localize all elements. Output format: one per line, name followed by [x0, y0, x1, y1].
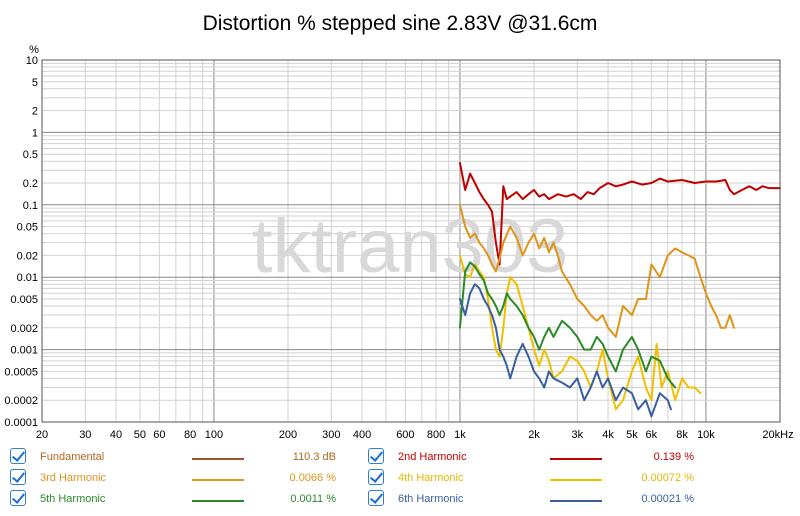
- x-tick-label: 200: [279, 429, 297, 441]
- legend-item-3rd-harmonic[interactable]: 3rd Harmonic 0.0066 %: [10, 469, 340, 489]
- fundamental-label: Fundamental: [40, 451, 105, 463]
- y-tick-label: 5: [32, 77, 38, 89]
- series-line-3rd-harmonic: [458, 203, 735, 338]
- legend: Fundamental 110.3 dB 2nd Harmonic 0.139 …: [0, 446, 800, 516]
- distortion-chart: Distortion % stepped sine 2.83V @31.6cm …: [4, 12, 793, 441]
- x-tick-label: 300: [322, 429, 340, 441]
- series-line-6th-harmonic: [458, 283, 672, 418]
- 3rd-harmonic-value: 0.0066 %: [289, 472, 336, 484]
- 2nd-harmonic-swatch: [550, 458, 602, 460]
- axis-ticks: 20 30 40 50 60 80 100 200 300 400 600 800 1k 2k 3k 4k 5k…: [4, 55, 793, 441]
- 6th-harmonic-value: 0.00021 %: [641, 493, 694, 505]
- y-axis-label: %: [29, 44, 39, 56]
- x-tick-label: 3k: [572, 429, 584, 441]
- fundamental-swatch: [192, 458, 244, 460]
- x-tick-label: 2k: [528, 429, 540, 441]
- grid: [41, 59, 781, 423]
- 4th-harmonic-checkbox[interactable]: [368, 469, 384, 485]
- x-tick-label: 50: [134, 429, 146, 441]
- legend-item-5th-harmonic[interactable]: 5th Harmonic 0.0011 %: [10, 490, 340, 510]
- y-tick-label: 0.02: [17, 250, 38, 262]
- y-tick-label: 0.0005: [4, 366, 38, 378]
- 2nd-harmonic-checkbox[interactable]: [368, 448, 384, 464]
- legend-item-4th-harmonic[interactable]: 4th Harmonic 0.00072 %: [368, 469, 698, 489]
- x-tick-label: 10k: [697, 429, 715, 441]
- legend-item-fundamental[interactable]: Fundamental 110.3 dB: [10, 448, 340, 468]
- 5th-harmonic-value: 0.0011 %: [290, 493, 336, 505]
- 6th-harmonic-swatch: [550, 500, 602, 502]
- 4th-harmonic-swatch: [550, 479, 602, 481]
- 6th-harmonic-label: 6th Harmonic: [398, 493, 464, 505]
- y-tick-label: 0.5: [23, 149, 38, 161]
- y-tick-label: 0.05: [17, 222, 38, 234]
- watermark: tktran303: [252, 204, 569, 289]
- 4th-harmonic-value: 0.00072 %: [641, 472, 694, 484]
- x-tick-label: 6k: [646, 429, 658, 441]
- 3rd-harmonic-label: 3rd Harmonic: [40, 472, 107, 484]
- x-tick-label: 1k: [454, 429, 466, 441]
- x-tick-label: 30: [79, 429, 91, 441]
- y-tick-label: 2: [32, 106, 38, 118]
- x-tick-label: 800: [427, 429, 445, 441]
- 6th-harmonic-checkbox[interactable]: [368, 490, 384, 506]
- y-tick-label: 0.001: [10, 345, 38, 357]
- 3rd-harmonic-checkbox[interactable]: [10, 469, 26, 485]
- 5th-harmonic-label: 5th Harmonic: [40, 493, 106, 505]
- y-tick-label: 0.0002: [4, 395, 38, 407]
- x-tick-label: 100: [205, 429, 223, 441]
- x-tick-label: 40: [110, 429, 122, 441]
- series-lines: [458, 161, 781, 418]
- y-tick-label: 0.1: [23, 200, 38, 212]
- series-line-4th-harmonic: [458, 254, 702, 411]
- 3rd-harmonic-swatch: [192, 479, 244, 481]
- 2nd-harmonic-label: 2nd Harmonic: [398, 451, 467, 463]
- y-tick-label: 0.0001: [4, 417, 38, 429]
- y-tick-label: 10: [26, 55, 38, 67]
- chart-title: Distortion % stepped sine 2.83V @31.6cm: [203, 12, 598, 35]
- x-tick-label: 4k: [602, 429, 614, 441]
- x-tick-label: 5k: [626, 429, 638, 441]
- y-tick-label: 0.005: [10, 294, 38, 306]
- y-tick-label: 0.01: [17, 272, 38, 284]
- x-tick-label: 80: [184, 429, 196, 441]
- legend-item-2nd-harmonic[interactable]: 2nd Harmonic 0.139 %: [368, 448, 698, 468]
- x-tick-label: 400: [353, 429, 371, 441]
- x-tick-label: 8k: [676, 429, 688, 441]
- y-tick-label: 0.002: [10, 323, 38, 335]
- 4th-harmonic-label: 4th Harmonic: [398, 472, 464, 484]
- fundamental-value: 110.3 dB: [292, 451, 336, 463]
- legend-item-6th-harmonic[interactable]: 6th Harmonic 0.00021 %: [368, 490, 698, 510]
- y-tick-label: 1: [32, 127, 38, 139]
- 5th-harmonic-checkbox[interactable]: [10, 490, 26, 506]
- y-tick-label: 0.2: [23, 178, 38, 190]
- fundamental-checkbox[interactable]: [10, 448, 26, 464]
- 5th-harmonic-swatch: [192, 500, 244, 502]
- x-tick-label: 20: [36, 429, 48, 441]
- x-tick-label: 600: [396, 429, 414, 441]
- plot-frame: [41, 59, 781, 423]
- x-tick-label: 60: [153, 429, 165, 441]
- series-line-5th-harmonic: [458, 261, 677, 389]
- x-tick-label: 20kHz: [762, 429, 793, 441]
- series-line-2nd-harmonic: [458, 161, 781, 266]
- 2nd-harmonic-value: 0.139 %: [653, 451, 694, 463]
